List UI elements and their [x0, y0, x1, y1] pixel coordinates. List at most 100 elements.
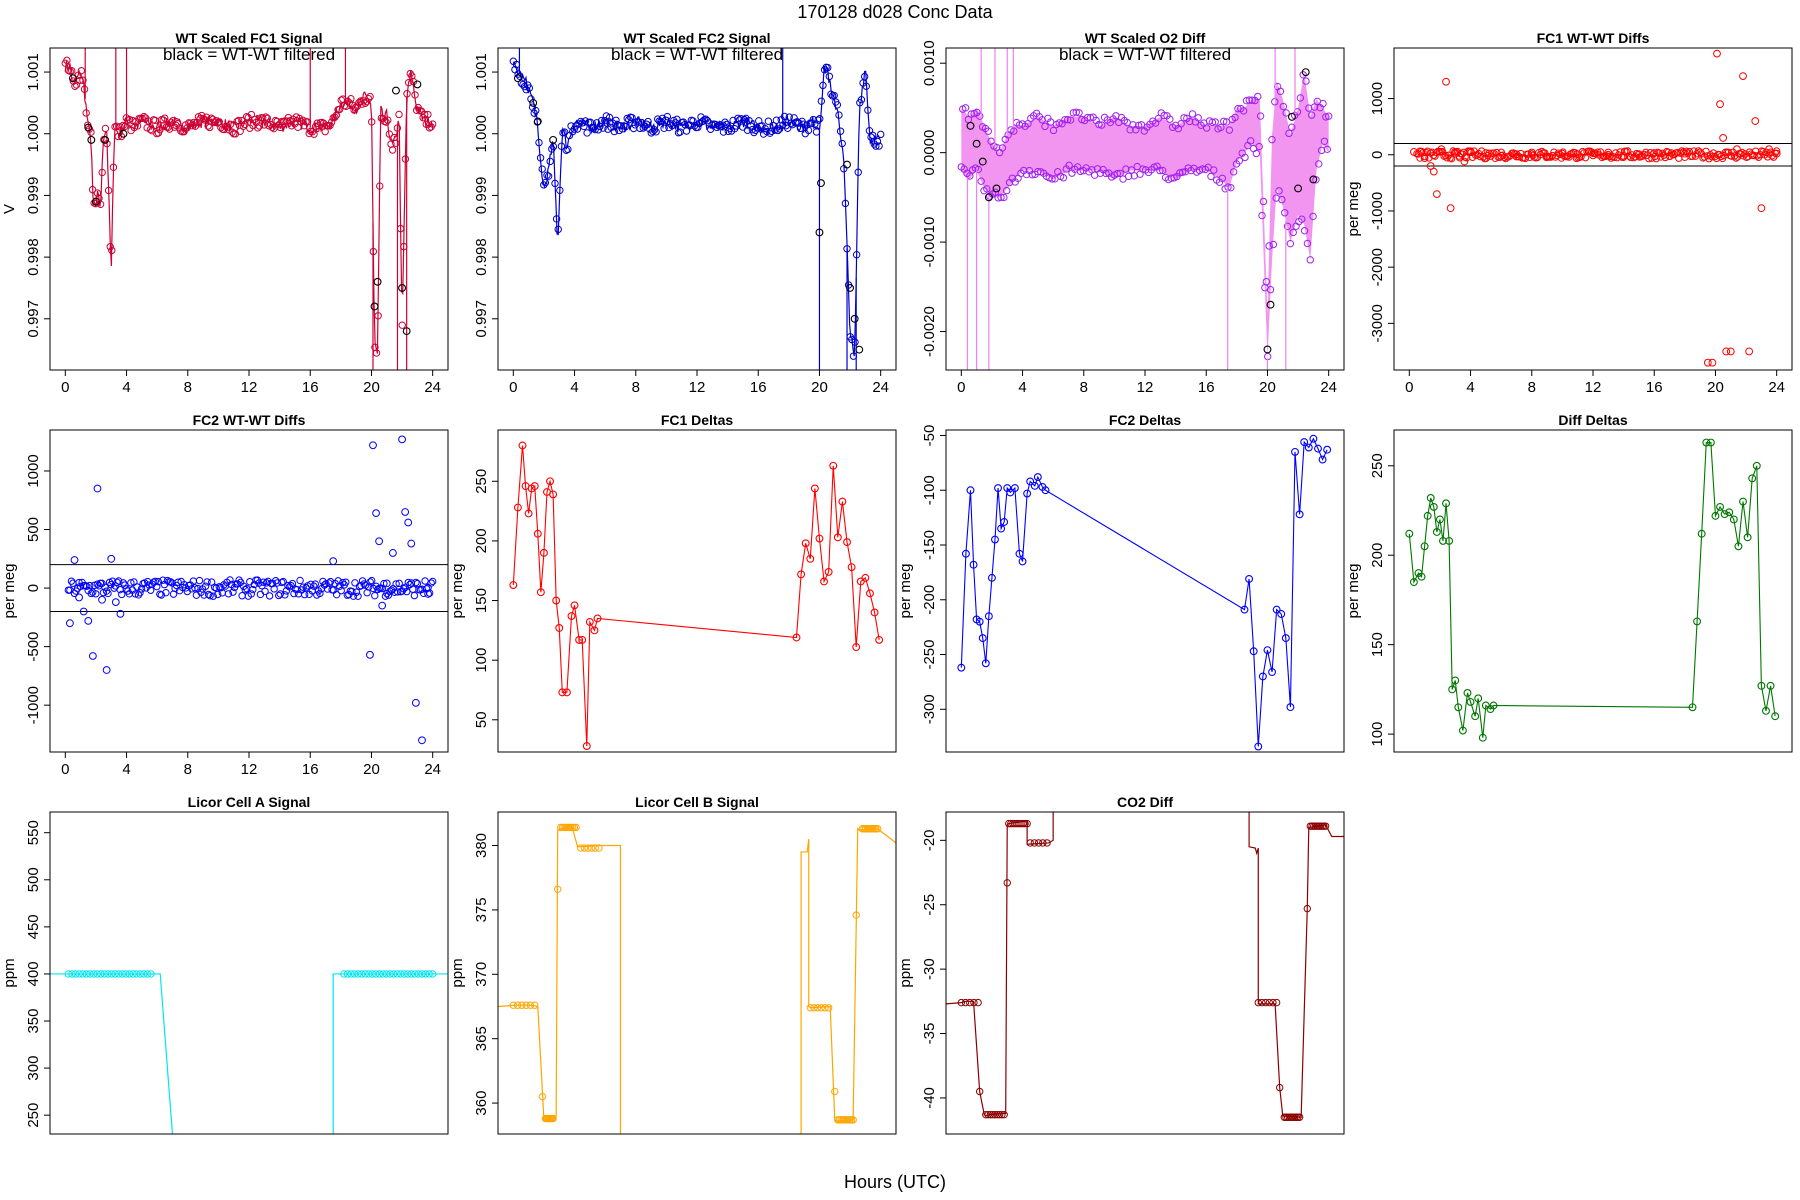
scatter-point	[195, 576, 204, 585]
signal-line	[498, 824, 622, 1134]
plot-area	[498, 823, 896, 1134]
signal-point	[1254, 92, 1262, 101]
scatter-point	[1460, 157, 1469, 166]
scatter-point	[372, 509, 380, 518]
scatter-point	[119, 579, 127, 587]
x-tick-label: 8	[1080, 379, 1088, 396]
signal-point	[1188, 110, 1197, 118]
signal-point	[1211, 118, 1219, 126]
delta-point	[1458, 726, 1467, 735]
signal-point	[382, 970, 391, 978]
signal-point	[1098, 121, 1106, 129]
signal-point	[386, 970, 394, 978]
signal-point	[816, 115, 824, 123]
signal-point	[1010, 127, 1018, 135]
plot-area	[946, 812, 1344, 1121]
scatter-point	[279, 577, 288, 586]
delta-point	[1766, 681, 1775, 690]
signal-point	[852, 911, 860, 919]
signal-point	[398, 321, 406, 329]
scatter-point	[157, 591, 166, 599]
signal-point	[1063, 115, 1072, 124]
delta-point	[984, 612, 993, 621]
delta-line	[960, 437, 1328, 747]
signal-point	[591, 844, 600, 852]
signal-point	[1289, 228, 1297, 237]
y-axis-label: per meg	[1345, 181, 1362, 236]
delta-point	[1729, 515, 1738, 524]
signal-point	[1283, 222, 1292, 230]
signal-point	[538, 1092, 547, 1101]
y-axis-label: per meg	[1, 563, 18, 618]
signal-point	[161, 114, 169, 122]
panel-p5: FC2 WT-WT Diffs per meg -1000 -500 0 500 1000 0…	[1, 412, 449, 778]
scatter-point	[93, 484, 102, 493]
signal-point	[89, 970, 98, 978]
scatter-point	[79, 607, 88, 616]
signal-point	[347, 970, 355, 978]
signal-point	[663, 112, 672, 121]
signal-point	[572, 823, 580, 832]
scatter-point	[1604, 148, 1613, 157]
signal-point	[204, 122, 212, 130]
scatter-point	[1527, 148, 1536, 157]
x-tick-label: 20	[363, 379, 380, 396]
delta-point	[549, 490, 558, 499]
signal-point	[1127, 166, 1136, 174]
filtered-point	[815, 228, 824, 237]
scatter-point	[398, 435, 406, 444]
x-tick-label: 4	[1018, 379, 1026, 396]
signal-point	[540, 181, 548, 189]
scatter-point	[375, 537, 384, 546]
scatter-point	[201, 582, 210, 590]
signal-point	[835, 111, 843, 119]
y-tick-label: 0.0010	[921, 40, 938, 86]
signal-point	[1102, 169, 1110, 178]
delta-point	[1405, 529, 1414, 538]
signal-point	[397, 970, 405, 978]
signal-point	[86, 970, 94, 978]
filtered-point	[513, 74, 522, 83]
y-tick-label: -40	[921, 1087, 938, 1109]
delta-point	[1752, 461, 1761, 470]
signal-point	[1023, 819, 1031, 828]
filtered-point	[978, 157, 987, 166]
signal-point	[573, 125, 582, 133]
signal-point	[364, 94, 373, 103]
signal-point	[1310, 103, 1319, 111]
signal-point	[125, 970, 134, 978]
scatter-point	[92, 590, 100, 598]
signal-point	[108, 246, 116, 255]
scatter-point	[247, 590, 255, 598]
x-tick-label: 8	[184, 379, 192, 396]
y-tick-label: -30	[921, 958, 938, 980]
delta-point	[1702, 438, 1711, 447]
delta-point	[593, 614, 602, 623]
scatter-point	[209, 592, 217, 600]
signal-point	[974, 998, 982, 1007]
signal-point	[365, 970, 373, 978]
signal-point	[1059, 174, 1068, 182]
signal-point	[564, 145, 572, 154]
delta-point	[533, 529, 542, 538]
scatter-point	[425, 589, 434, 597]
x-tick-label: 16	[750, 379, 767, 396]
signal-point	[1269, 240, 1278, 249]
filtered-point	[87, 135, 96, 144]
scatter-point	[84, 616, 93, 625]
signal-point	[513, 1001, 522, 1009]
signal-point	[1307, 111, 1316, 119]
signal-point	[1245, 96, 1253, 104]
y-tick-label: 200	[1369, 543, 1386, 568]
delta-point	[1762, 706, 1770, 715]
delta-point	[991, 535, 999, 544]
signal-point	[1259, 197, 1268, 206]
filtered-point	[84, 123, 93, 132]
delta-point	[843, 538, 851, 547]
signal-point	[543, 171, 551, 179]
signal-point	[1229, 168, 1238, 176]
x-tick-label: 12	[1585, 379, 1602, 396]
signal-point	[109, 163, 118, 171]
signal-point	[80, 85, 89, 93]
